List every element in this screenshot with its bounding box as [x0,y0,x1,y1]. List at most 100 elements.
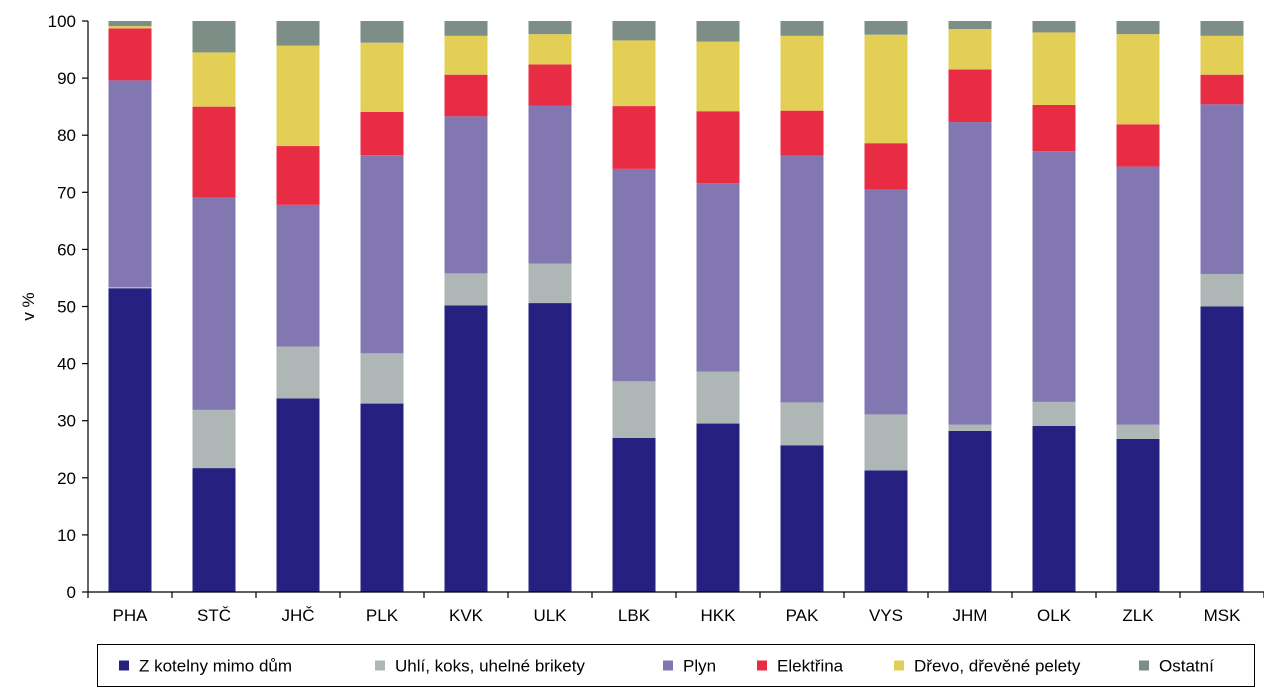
bar-stack-plk [360,21,404,592]
bar-segment-ostatni [1032,21,1076,33]
y-tick-label: 60 [57,240,76,259]
legend-item-plyn: Plyn [663,657,716,676]
bar-segment-ostatni [864,21,908,35]
bar-segment-uhli-koks-uhelne-brikety [360,353,404,404]
bar-segment-z-kotelny-mimo-dum [528,303,572,592]
bar-segment-uhli-koks-uhelne-brikety [1032,401,1076,426]
bar-segment-z-kotelny-mimo-dum [948,430,992,592]
bar-segment-uhli-koks-uhelne-brikety [864,414,908,471]
bar-segment-z-kotelny-mimo-dum [864,470,908,592]
bar-segment-elektrina [360,111,404,156]
bar-stack-olk [1032,21,1076,592]
bar-segment-z-kotelny-mimo-dum [1200,306,1244,592]
bar-segment-uhli-koks-uhelne-brikety [1200,273,1244,307]
bar-segment-drevo-drevene-pelety [948,28,992,70]
bar-segment-drevo-drevene-pelety [696,41,740,112]
bar-segment-elektrina [108,28,152,81]
bar-stack-jhm [948,21,992,592]
bar-segment-ostatni [780,21,824,36]
bar-segment-uhli-koks-uhelne-brikety [192,409,236,469]
bar-segment-plyn [192,197,236,410]
x-tick-label-zlk: ZLK [1122,606,1154,625]
legend-swatch [1139,660,1149,671]
y-tick-label: 20 [57,469,76,488]
y-tick-label: 10 [57,526,76,545]
y-tick-label: 0 [67,583,76,602]
y-tick-label: 80 [57,126,76,145]
bar-segment-plyn [1200,104,1244,274]
y-tick-label: 100 [48,12,76,31]
bar-segment-uhli-koks-uhelne-brikety [1116,424,1160,439]
legend-label: Dřevo, dřevěné pelety [914,657,1081,676]
bar-segment-elektrina [528,64,572,106]
bar-segment-z-kotelny-mimo-dum [1116,438,1160,592]
legend-label: Z kotelny mimo dům [139,657,292,676]
bar-segment-drevo-drevene-pelety [612,40,656,107]
bar-segment-elektrina [276,146,320,205]
x-tick-label-olk: OLK [1037,606,1072,625]
bar-segment-z-kotelny-mimo-dum [1032,425,1076,592]
bar-segment-z-kotelny-mimo-dum [444,305,488,592]
bar-segment-ostatni [948,21,992,29]
x-tick-label-vys: VYS [869,606,903,625]
bar-segment-elektrina [1032,104,1076,152]
axes-layer: 0 10 20 30 40 50 60 70 80 90 100 PHA STČ JHČ PLK KVK ULK… [19,12,1264,625]
legend-swatch [375,660,385,671]
bar-segment-elektrina [780,110,824,156]
bar-segment-plyn [864,189,908,415]
legend-item-elektrina: Elektřina [757,657,844,676]
bar-stack-zlk [1116,21,1160,592]
bar-segment-plyn [612,168,656,382]
bar-segment-drevo-drevene-pelety [528,34,572,65]
y-tick-label: 90 [57,69,76,88]
bar-stack-lbk [612,21,656,592]
bar-segment-z-kotelny-mimo-dum [276,398,320,592]
bar-segment-drevo-drevene-pelety [1032,32,1076,105]
x-tick-label-pha: PHA [113,606,149,625]
bar-segment-drevo-drevene-pelety [1200,35,1244,75]
bar-segment-elektrina [444,74,488,117]
bar-segment-uhli-koks-uhelne-brikety [528,263,572,304]
bar-segment-elektrina [1200,74,1244,105]
legend-item-z-kotelny-mimo-dum: Z kotelny mimo dům [119,657,292,676]
x-tick-label-jhc: JHČ [281,606,314,625]
x-tick-label-hkk: HKK [701,606,737,625]
bar-segment-plyn [108,80,152,288]
bar-stack-ulk [528,21,572,592]
bar-stack-stc [192,21,236,592]
bar-segment-uhli-koks-uhelne-brikety [108,287,152,289]
bar-segment-ostatni [612,21,656,41]
bar-segment-drevo-drevene-pelety [864,34,908,144]
x-tick-label-ulk: ULK [533,606,567,625]
x-tick-label-stc: STČ [197,606,231,625]
bar-segment-uhli-koks-uhelne-brikety [948,424,992,431]
bar-segment-ostatni [1116,21,1160,35]
y-tick-label: 50 [57,298,76,317]
bar-segment-drevo-drevene-pelety [360,42,404,112]
bar-segment-z-kotelny-mimo-dum [780,445,824,592]
bar-segment-plyn [1032,151,1076,402]
x-tick-label-kvk: KVK [449,606,484,625]
legend-item-drevo-drevene-pelety: Dřevo, dřevěné pelety [894,657,1081,676]
x-tick-label-pak: PAK [786,606,819,625]
y-tick-label: 70 [57,183,76,202]
bar-segment-plyn [444,116,488,274]
bar-stack-pak [780,21,824,592]
y-tick-label: 40 [57,355,76,374]
bar-stack-msk [1200,21,1244,592]
bar-segment-elektrina [948,69,992,123]
bar-segment-uhli-koks-uhelne-brikety [696,371,740,424]
bar-segment-z-kotelny-mimo-dum [192,468,236,592]
legend-swatch [894,660,904,671]
bar-segment-elektrina [192,106,236,198]
bar-segment-ostatni [444,21,488,36]
bar-segment-plyn [696,183,740,372]
bar-segment-plyn [948,122,992,425]
bar-segment-drevo-drevene-pelety [108,26,152,29]
bar-segment-plyn [1116,166,1160,425]
legend-label: Ostatní [1159,657,1214,676]
legend-swatch [757,660,767,671]
bar-stack-pha [108,21,152,592]
